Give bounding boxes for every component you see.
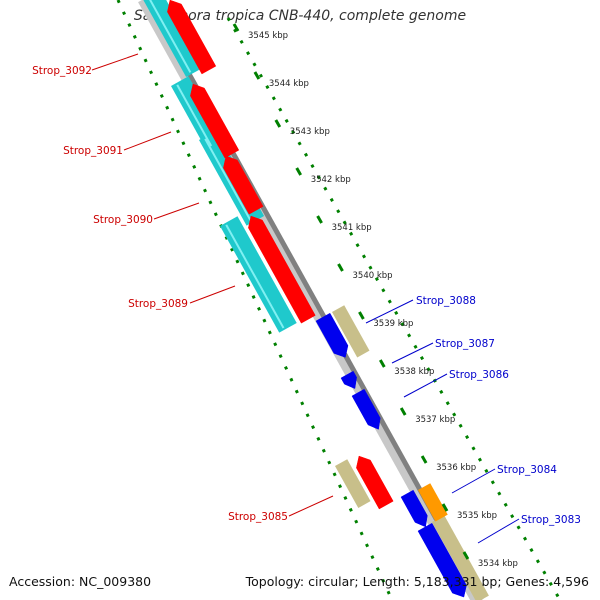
gene-label-strop-3088-leader [365,299,414,324]
scale-label: 3545 kbp [248,31,288,41]
scale-label: 3539 kbp [373,319,413,329]
accession-label: Accession: NC_009380 [9,574,152,589]
blue-gene-3088 [315,312,349,358]
scale-tick [337,263,344,272]
cyan-highlight-1 [176,84,213,147]
gene-label-strop-3087-leader [391,342,434,364]
scale-label: 3543 kbp [290,127,330,137]
gene-label-strop-3092-leader [91,53,139,71]
scale-tick [295,167,303,176]
blue-gene-3083 [417,522,467,598]
genome-stats-label: Topology: circular; Length: 5,183,331 bp… [245,574,589,589]
gene-label-strop-3090: Strop_3090 [93,214,153,226]
scale-label: 3536 kbp [436,463,476,473]
scale-label: 3538 kbp [394,367,434,377]
red-gene-3091 [190,83,240,159]
scale-tick [462,551,470,560]
scale-label: 3537 kbp [415,415,455,425]
scale-tick [420,455,428,464]
scale-label: 3541 kbp [332,223,372,233]
blue-gene-3086 [351,388,381,430]
gene-label-strop-3089: Strop_3089 [128,298,188,310]
khaki-track-3088 [332,305,370,358]
cyan-highlight-3 [225,224,285,329]
gene-label-strop-3091: Strop_3091 [63,145,123,157]
gene-label-strop-3083: Strop_3083 [521,514,581,526]
gene-label-strop-3084: Strop_3084 [497,464,557,476]
red-gene-3092 [167,0,217,75]
orange-track-3084 [418,483,448,522]
red-gene-3089 [248,215,316,324]
gene-label-strop-3089-leader [189,285,236,304]
cyan-highlight-0 [149,0,192,73]
gene-label-strop-3091-leader [123,131,172,151]
scale-tick [316,215,323,224]
red-gene-3090 [223,155,264,215]
khaki-track-3083 [432,515,489,600]
scale-tick [232,23,240,32]
gene-label-strop-3085: Strop_3085 [228,511,288,523]
scale-label: 3540 kbp [353,271,393,281]
blue-gene-3084 [400,489,428,528]
blue-gene-3087 [340,370,357,389]
cyan-track-3089 [220,216,297,333]
cyan-highlight-2 [204,138,252,222]
gene-label-strop-3083-leader [477,518,520,544]
scale-label: 3534 kbp [478,559,518,569]
gene-label-strop-3084-leader [451,468,496,494]
gene-label-strop-3092: Strop_3092 [32,65,92,77]
scale-tick [253,71,261,80]
scale-tick [378,359,386,368]
khaki-track-3085 [335,459,371,508]
gene-label-strop-3088: Strop_3088 [416,295,476,307]
gene-label-strop-3085-leader [288,495,334,517]
gene-label-strop-3090-leader [153,202,200,220]
map-title: Salinispora tropica CNB-440, complete ge… [133,8,467,24]
gene-label-strop-3087: Strop_3087 [435,338,495,350]
scale-label: 3535 kbp [457,511,497,521]
scale-tick [441,503,449,512]
red-gene-3085 [356,455,394,510]
scale-label: 3544 kbp [269,79,309,89]
gene-label-strop-3086-leader [403,373,448,398]
scale-tick [399,407,407,416]
scale-tick [274,119,282,128]
cyan-track-3092 [143,0,204,78]
scale-label: 3542 kbp [311,175,351,185]
gene-label-strop-3086: Strop_3086 [449,369,509,381]
scale-tick [358,311,365,320]
